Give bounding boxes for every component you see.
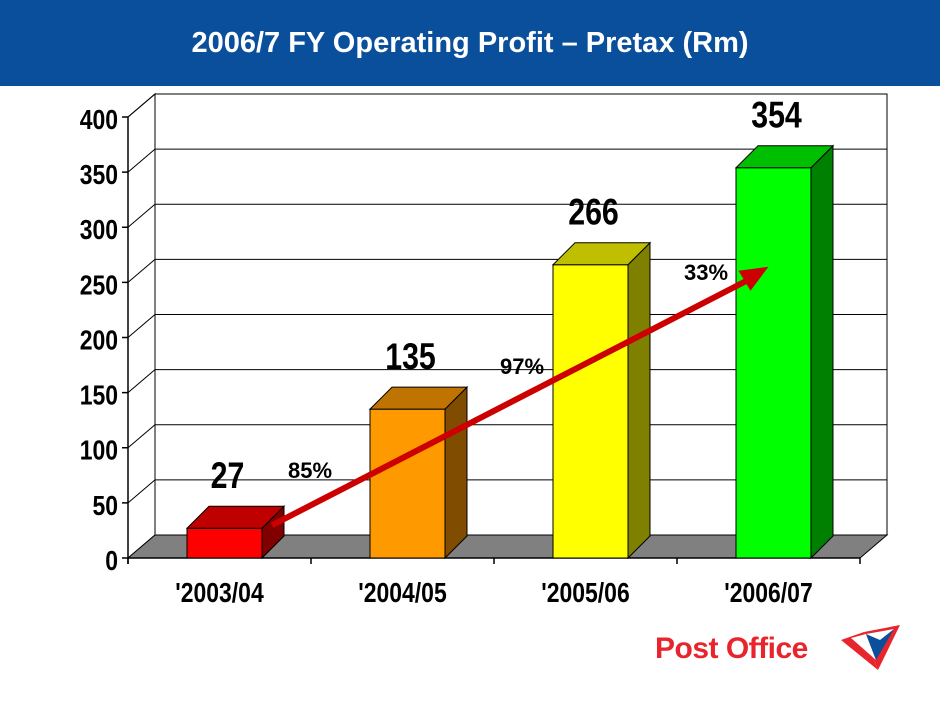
- data-label: 27: [211, 455, 245, 497]
- bar-top: [551, 242, 652, 266]
- data-label: 266: [568, 192, 619, 234]
- title-bar: 2006/7 FY Operating Profit – Pretax (Rm): [0, 0, 940, 86]
- bars: [185, 144, 835, 560]
- bar-side: [810, 144, 834, 560]
- x-tick-label: '2004/05: [358, 578, 446, 609]
- gridline: [127, 93, 887, 118]
- bar-4: [734, 144, 835, 560]
- x-tick-labels: '2003/04 '2004/05 '2005/06 '2006/07: [175, 578, 812, 609]
- y-tick-label: 0: [105, 546, 118, 577]
- gridline: [127, 148, 887, 173]
- y-tick-label: 300: [80, 215, 118, 246]
- bar-top: [185, 505, 286, 529]
- bar-3: [551, 241, 652, 560]
- bar-side: [627, 241, 651, 560]
- growth-labels: 85% 97% 33%: [288, 260, 728, 483]
- bar-front: [186, 527, 263, 559]
- growth-label: 85%: [288, 458, 332, 483]
- bar-front: [552, 264, 629, 559]
- bar-1: [185, 505, 286, 560]
- y-tick-label: 100: [80, 436, 118, 467]
- bar-top: [368, 386, 469, 410]
- growth-label: 33%: [684, 260, 728, 285]
- data-labels: 27 135 266 354: [211, 95, 802, 497]
- x-tick-label: '2005/06: [541, 578, 629, 609]
- post-office-logo: Post Office: [655, 622, 935, 682]
- chart-title: 2006/7 FY Operating Profit – Pretax (Rm): [191, 27, 749, 59]
- x-tick-label: '2006/07: [724, 578, 812, 609]
- growth-label: 97%: [500, 354, 544, 379]
- y-tick-label: 200: [80, 325, 118, 356]
- y-tick-label: 400: [80, 105, 118, 136]
- y-tick-labels: 0 50 100 150 200 250 300 350 400: [80, 105, 128, 577]
- gridline: [127, 203, 887, 228]
- data-label: 354: [751, 95, 802, 137]
- growth-arrowhead: [738, 266, 769, 291]
- bar-front: [369, 408, 446, 559]
- bar-chart: 0 50 100 150 200 250 300 350 400 27 135 266 354 '2003…: [80, 92, 889, 609]
- post-office-emblem-icon: [841, 625, 900, 670]
- y-tick-label: 150: [80, 381, 118, 412]
- y-tick-label: 250: [80, 270, 118, 301]
- bar-front: [735, 167, 812, 559]
- data-label: 135: [385, 336, 436, 378]
- bar-side: [444, 385, 468, 560]
- growth-arrow: [270, 276, 752, 528]
- x-tick-label: '2003/04: [175, 578, 264, 609]
- y-tick-label: 350: [80, 160, 118, 191]
- bar-2: [368, 385, 469, 560]
- logo-text: Post Office: [655, 632, 808, 665]
- y-tick-label: 50: [92, 491, 118, 522]
- bar-top: [734, 145, 835, 169]
